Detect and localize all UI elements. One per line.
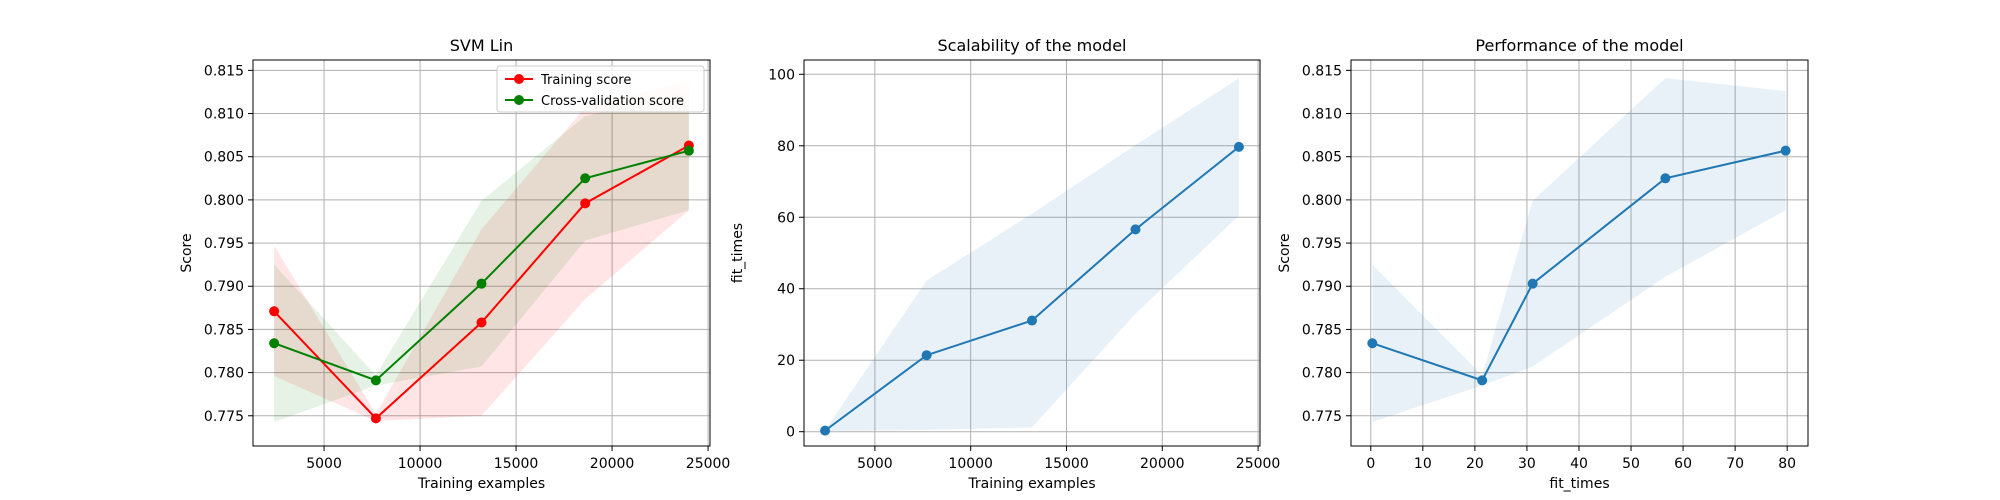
data-point bbox=[580, 198, 591, 209]
data-point bbox=[1367, 338, 1378, 349]
data-point bbox=[269, 306, 280, 317]
x-tick-label: 5000 bbox=[857, 456, 893, 472]
data-point bbox=[1660, 173, 1671, 184]
x-tick-label: 25000 bbox=[686, 456, 731, 472]
x-tick-label: 30 bbox=[1518, 456, 1536, 472]
data-point bbox=[1477, 375, 1488, 386]
y-tick-label: 0.790 bbox=[1302, 279, 1342, 295]
x-tick-label: 10000 bbox=[948, 456, 993, 472]
data-point bbox=[1780, 145, 1791, 156]
axes-frame bbox=[1350, 59, 1809, 447]
x-tick-label: 5000 bbox=[306, 456, 342, 472]
axes-frame bbox=[803, 59, 1261, 447]
chart-panel-1: 5000 10000 15000 20000 25000 0.775 0.780 0.785 0… bbox=[179, 36, 730, 492]
y-tick-label: 0.795 bbox=[1302, 236, 1342, 252]
chart-panel-2: 5000 10000 15000 20000 25000 0 20 40 60 80 100 Scal… bbox=[730, 36, 1280, 492]
data-point bbox=[1130, 224, 1141, 235]
y-tick-label: 0.785 bbox=[1302, 322, 1342, 338]
x-tick-label: 20 bbox=[1466, 456, 1484, 472]
x-tick-label: 50 bbox=[1622, 456, 1640, 472]
y-axis-label: Score bbox=[179, 233, 195, 272]
y-tick-label: 0.790 bbox=[204, 279, 244, 295]
x-tick-label: 25000 bbox=[1236, 456, 1281, 472]
y-axis-label: fit_times bbox=[730, 223, 746, 283]
y-tick-label: 40 bbox=[777, 282, 795, 298]
chart-title: Scalability of the model bbox=[938, 36, 1127, 55]
legend-swatch-marker bbox=[514, 74, 524, 84]
y-tick-label: 0.780 bbox=[1302, 366, 1342, 382]
data-point bbox=[370, 375, 381, 386]
y-tick-label: 0.785 bbox=[204, 322, 244, 338]
chart-title: SVM Lin bbox=[450, 36, 514, 55]
y-tick-label: 20 bbox=[777, 353, 795, 369]
data-point bbox=[921, 350, 932, 361]
legend-entry: Training score bbox=[540, 73, 631, 88]
y-tick-label: 0.775 bbox=[204, 409, 244, 425]
x-tick-label: 80 bbox=[1778, 456, 1796, 472]
data-point bbox=[476, 317, 487, 328]
x-tick-label: 10 bbox=[1414, 456, 1432, 472]
chart-panel-3: 0 10 20 30 40 50 60 70 80 0.775 0.780 0.785 0.790 0.7… bbox=[1277, 36, 1809, 492]
y-tick-label: 0 bbox=[786, 425, 795, 441]
x-tick-label: 0 bbox=[1366, 456, 1375, 472]
x-tick-label: 10000 bbox=[398, 456, 443, 472]
data-point bbox=[269, 338, 280, 349]
y-tick-label: 0.800 bbox=[1302, 193, 1342, 209]
y-tick-label: 0.815 bbox=[1302, 63, 1342, 79]
legend-box bbox=[496, 65, 705, 113]
y-tick-label: 0.795 bbox=[204, 236, 244, 252]
x-axis-label: fit_times bbox=[1549, 476, 1609, 492]
axes-frame bbox=[252, 59, 711, 447]
y-tick-label: 100 bbox=[768, 67, 795, 83]
legend-entry: Cross-validation score bbox=[541, 94, 684, 109]
x-tick-label: 15000 bbox=[494, 456, 539, 472]
y-tick-label: 0.815 bbox=[204, 63, 244, 79]
x-tick-label: 20000 bbox=[590, 456, 635, 472]
data-point bbox=[1233, 141, 1244, 152]
y-tick-label: 0.810 bbox=[204, 107, 244, 123]
y-tick-label: 0.805 bbox=[1302, 150, 1342, 166]
chart-title: Performance of the model bbox=[1475, 36, 1683, 55]
data-point bbox=[820, 425, 831, 436]
x-tick-label: 40 bbox=[1570, 456, 1588, 472]
legend-swatch-marker bbox=[514, 95, 524, 105]
y-tick-label: 0.780 bbox=[204, 366, 244, 382]
x-tick-label: 20000 bbox=[1140, 456, 1185, 472]
x-tick-label: 15000 bbox=[1044, 456, 1089, 472]
data-point bbox=[1027, 315, 1037, 326]
x-axis-label: Training examples bbox=[967, 476, 1095, 492]
y-tick-label: 0.810 bbox=[1302, 107, 1342, 123]
confidence-band bbox=[825, 78, 1239, 431]
confidence-band bbox=[1372, 78, 1786, 422]
y-tick-label: 0.800 bbox=[204, 193, 244, 209]
data-point bbox=[1527, 278, 1538, 289]
legend: Training score Cross-validation score bbox=[496, 65, 705, 113]
y-tick-label: 60 bbox=[777, 210, 795, 226]
data-point bbox=[370, 413, 381, 424]
x-tick-label: 70 bbox=[1726, 456, 1744, 472]
data-point bbox=[580, 173, 591, 184]
y-tick-label: 80 bbox=[777, 139, 795, 155]
data-point bbox=[476, 278, 487, 289]
confidence-band bbox=[274, 80, 689, 421]
y-tick-label: 0.805 bbox=[204, 150, 244, 166]
x-tick-label: 60 bbox=[1674, 456, 1692, 472]
y-axis-label: Score bbox=[1277, 233, 1293, 272]
y-tick-label: 0.775 bbox=[1302, 409, 1342, 425]
x-axis-label: Training examples bbox=[417, 476, 545, 492]
data-point bbox=[683, 145, 694, 156]
